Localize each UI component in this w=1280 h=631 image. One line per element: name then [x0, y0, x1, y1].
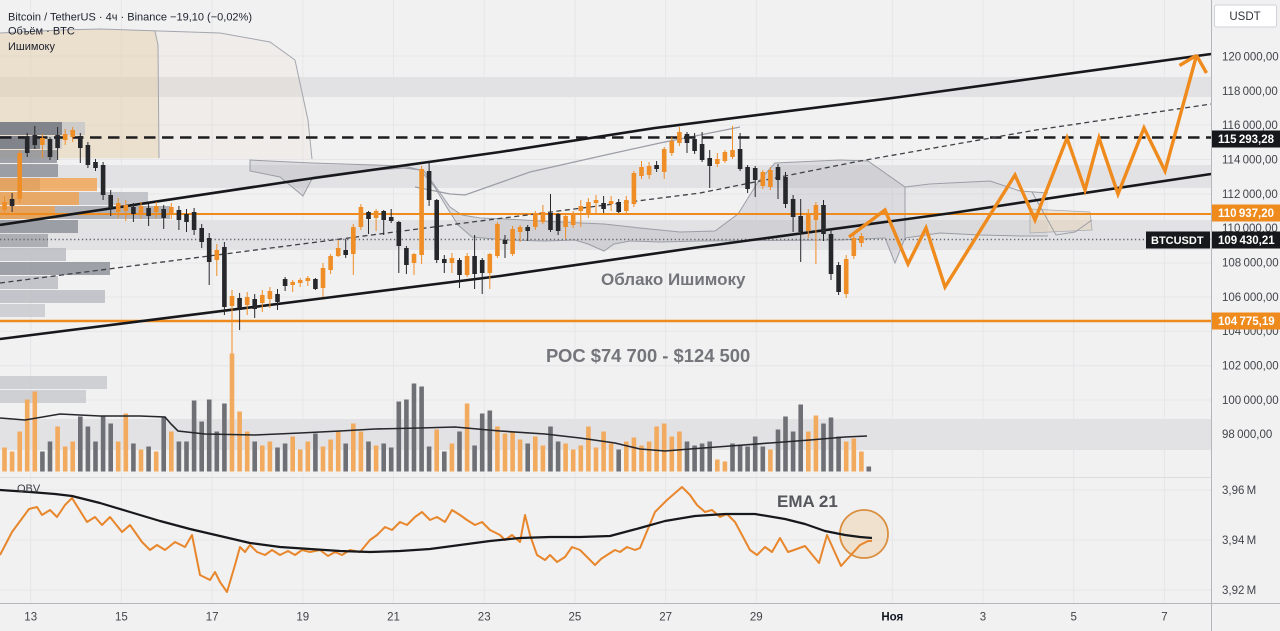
svg-text:108 000,00: 108 000,00 [1222, 258, 1279, 270]
svg-text:106 000,00: 106 000,00 [1222, 292, 1279, 304]
svg-text:Bitcoin / TetherUS · 4ч · Bina: Bitcoin / TetherUS · 4ч · Binance −19,10… [8, 12, 252, 24]
svg-text:116 000,00: 116 000,00 [1222, 120, 1278, 132]
svg-text:120 000,00: 120 000,00 [1222, 51, 1279, 63]
svg-text:118 000,00: 118 000,00 [1222, 86, 1278, 98]
svg-text:17: 17 [206, 612, 219, 624]
svg-text:21: 21 [387, 612, 400, 624]
svg-text:110 937,20: 110 937,20 [1218, 208, 1274, 220]
svg-text:13: 13 [24, 612, 37, 624]
svg-text:114 000,00: 114 000,00 [1222, 154, 1278, 166]
svg-text:Объём · BTC: Объём · BTC [8, 26, 75, 38]
svg-text:3: 3 [980, 612, 986, 624]
svg-text:РОС $74 700 - $124 500: РОС $74 700 - $124 500 [546, 345, 750, 366]
svg-text:112 000,00: 112 000,00 [1222, 189, 1278, 201]
svg-text:29: 29 [750, 612, 763, 624]
svg-text:23: 23 [478, 612, 491, 624]
svg-text:98 000,00: 98 000,00 [1222, 429, 1272, 441]
svg-text:100 000,00: 100 000,00 [1222, 395, 1279, 407]
svg-text:3,94 M: 3,94 M [1222, 535, 1256, 547]
svg-text:19: 19 [296, 612, 309, 624]
svg-text:BTCUSDT: BTCUSDT [1151, 235, 1204, 247]
svg-text:EMA 21: EMA 21 [777, 492, 838, 511]
svg-text:Облако Ишимоку: Облако Ишимоку [601, 270, 746, 289]
svg-text:Ишимоку: Ишимоку [8, 41, 55, 53]
svg-text:OBV: OBV [17, 483, 41, 495]
svg-text:Ноя: Ноя [881, 612, 903, 624]
svg-text:7: 7 [1161, 612, 1167, 624]
svg-text:25: 25 [569, 612, 582, 624]
svg-text:3,92 M: 3,92 M [1222, 585, 1256, 597]
svg-text:115 293,28: 115 293,28 [1218, 134, 1275, 146]
svg-text:109 430,21: 109 430,21 [1218, 235, 1275, 247]
svg-text:102 000,00: 102 000,00 [1222, 361, 1279, 373]
svg-text:3,96 M: 3,96 M [1222, 485, 1256, 497]
svg-text:5: 5 [1070, 612, 1076, 624]
svg-text:USDT: USDT [1229, 11, 1260, 23]
svg-text:104 775,19: 104 775,19 [1218, 316, 1275, 328]
svg-text:27: 27 [659, 612, 672, 624]
svg-text:15: 15 [115, 612, 128, 624]
